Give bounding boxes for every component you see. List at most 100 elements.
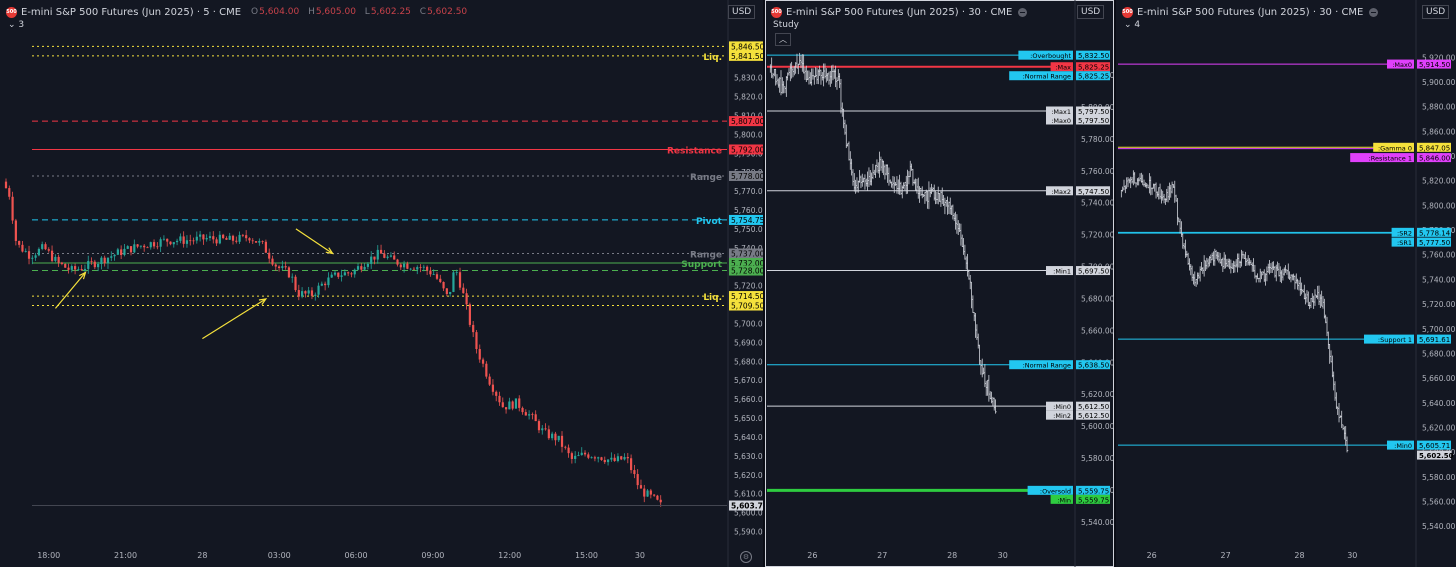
ohlc-readout: O5,604.00 H5,605.00 L5,602.25 C5,602.50 <box>251 7 468 17</box>
level-price-tag <box>1076 266 1110 276</box>
candle-body <box>245 235 248 239</box>
candle-body <box>449 291 452 295</box>
annotation-arrow <box>54 272 86 309</box>
level-tag <box>1018 50 1073 60</box>
chart-30min-levels-canvas[interactable]: 5,540.005,560.005,580.005,600.005,620.00… <box>1116 0 1456 567</box>
candle-body <box>291 276 294 278</box>
y-tick-label: 5,620.00 <box>1422 423 1456 432</box>
candle-body <box>297 290 300 297</box>
chart-panel-30min-levels[interactable]: 5,540.005,560.005,580.005,600.005,620.00… <box>1116 0 1456 567</box>
currency-button[interactable]: USD <box>728 5 756 19</box>
y-tick-label: 5,920.00 <box>1422 53 1456 62</box>
candle-body <box>333 272 337 275</box>
chart-header: 500 E-mini S&P 500 Futures (Jun 2025) · … <box>6 5 473 19</box>
y-tick-label: 5,700.00 <box>1422 325 1456 334</box>
candle-body <box>41 244 44 249</box>
candle-body <box>123 248 126 256</box>
candle-body <box>620 456 623 460</box>
candle-body <box>435 274 439 279</box>
currency-button[interactable]: USD <box>1422 5 1450 19</box>
candle-body <box>146 247 149 249</box>
candle-body <box>136 244 139 247</box>
candle-body <box>610 457 613 460</box>
candle-body <box>222 234 225 239</box>
currency-button[interactable]: USD <box>1077 5 1105 19</box>
level-tag <box>1046 266 1073 276</box>
collapse-circle-icon[interactable] <box>1018 7 1028 17</box>
level-price-tag <box>729 265 763 276</box>
candle-body <box>600 457 603 460</box>
candle-body <box>488 376 491 385</box>
indicator-count[interactable]: ⌄ 3 <box>8 20 25 30</box>
level-tag-label: :Max2 <box>1051 188 1071 196</box>
indicator-count[interactable]: ⌄ 4 <box>1124 20 1141 30</box>
x-tick-label: 09:00 <box>421 551 444 560</box>
collapse-study-button[interactable]: ︿ <box>775 33 791 46</box>
level-price-label: 5,825.25 <box>1078 73 1109 81</box>
candle-body <box>8 188 11 197</box>
y-tick-label: 5,740.00 <box>1422 275 1456 284</box>
candle-body <box>284 266 287 268</box>
chart-title: E-mini S&P 500 Futures (Jun 2025) · 30 ·… <box>786 6 1013 18</box>
chart-5min-canvas[interactable]: 5,590.00 5,600.00 5,610.00 5,620.00 5,630.00… <box>0 0 763 567</box>
y-tick-label: 5,750.00 <box>734 225 763 234</box>
chart-panel-30min-study[interactable]: 5,540.005,560.005,580.005,600.005,620.00… <box>765 0 1114 567</box>
x-tick-label: 28 <box>1294 551 1304 560</box>
y-tick-label: 5,820.00 <box>1422 177 1456 186</box>
collapse-circle-icon[interactable] <box>1369 7 1379 17</box>
y-tick-label: 5,760.00 <box>1081 167 1114 176</box>
level-price-label: 5,847.05 <box>1419 144 1450 152</box>
candle-body <box>458 272 462 288</box>
level-price-tag <box>729 116 763 127</box>
y-tick-label: 5,770.00 <box>734 187 763 196</box>
level-price-tag <box>1417 227 1451 237</box>
level-price-tag <box>729 214 763 225</box>
candle-body <box>258 241 261 243</box>
chart-30min-study-canvas[interactable]: 5,540.005,560.005,580.005,600.005,620.00… <box>765 0 1114 567</box>
x-tick-label: 30 <box>635 551 645 560</box>
level-price-tag <box>1076 401 1110 411</box>
candle-body <box>231 235 235 241</box>
candle-body <box>185 240 189 244</box>
candle-body <box>626 457 629 459</box>
candle-body <box>422 266 425 268</box>
candle-body <box>4 181 8 189</box>
level-tag <box>1046 106 1073 116</box>
level-price-label: 5,778.00 <box>731 172 763 181</box>
candle-body <box>429 270 432 275</box>
chart-header: 500 E-mini S&P 500 Futures (Jun 2025) · … <box>771 5 1028 19</box>
candle-body <box>416 267 419 270</box>
candle-body <box>643 488 646 497</box>
chart-panel-5min[interactable]: 5,590.00 5,600.00 5,610.00 5,620.00 5,630.00… <box>0 0 763 567</box>
candle-body <box>175 240 179 243</box>
y-tick-label: 5,660.00 <box>1422 374 1456 383</box>
level-tag-label: :Gamma 0 <box>1378 144 1412 152</box>
candle-body <box>514 398 518 409</box>
level-price-label: 5,914.50 <box>1419 61 1450 69</box>
candle-body <box>468 304 471 325</box>
candle-body <box>327 277 330 286</box>
level-price-tag <box>1076 186 1110 196</box>
candle-body <box>606 459 610 463</box>
level-price-tag <box>1417 334 1451 344</box>
candle-body <box>11 196 14 221</box>
level-price-label: 5,737.00 <box>731 250 763 259</box>
level-price-label: 5,797.50 <box>1078 117 1109 125</box>
candle-body <box>485 363 488 377</box>
candle-body <box>34 255 37 258</box>
level-price-label: 5,832.50 <box>1078 52 1109 60</box>
level-price-label: 5,754.75 <box>731 216 763 225</box>
y-tick-label: 5,640.00 <box>1422 399 1456 408</box>
candle-body <box>386 256 389 258</box>
y-tick-label: 5,720.00 <box>1422 300 1456 309</box>
level-tag-label: :Resistance 1 <box>1369 155 1412 163</box>
level-tag-label: :Max1 <box>1051 108 1071 116</box>
y-tick-label: 5,760.00 <box>1422 251 1456 260</box>
level-price-label: 5,846.00 <box>1419 155 1450 163</box>
settings-gear-icon[interactable]: ⚙ <box>740 551 752 563</box>
candle-body <box>366 263 369 267</box>
y-tick-label: 5,630.00 <box>734 452 763 461</box>
candle-body <box>465 293 468 305</box>
level-price-tag <box>1417 59 1451 69</box>
candle-body <box>287 267 291 278</box>
